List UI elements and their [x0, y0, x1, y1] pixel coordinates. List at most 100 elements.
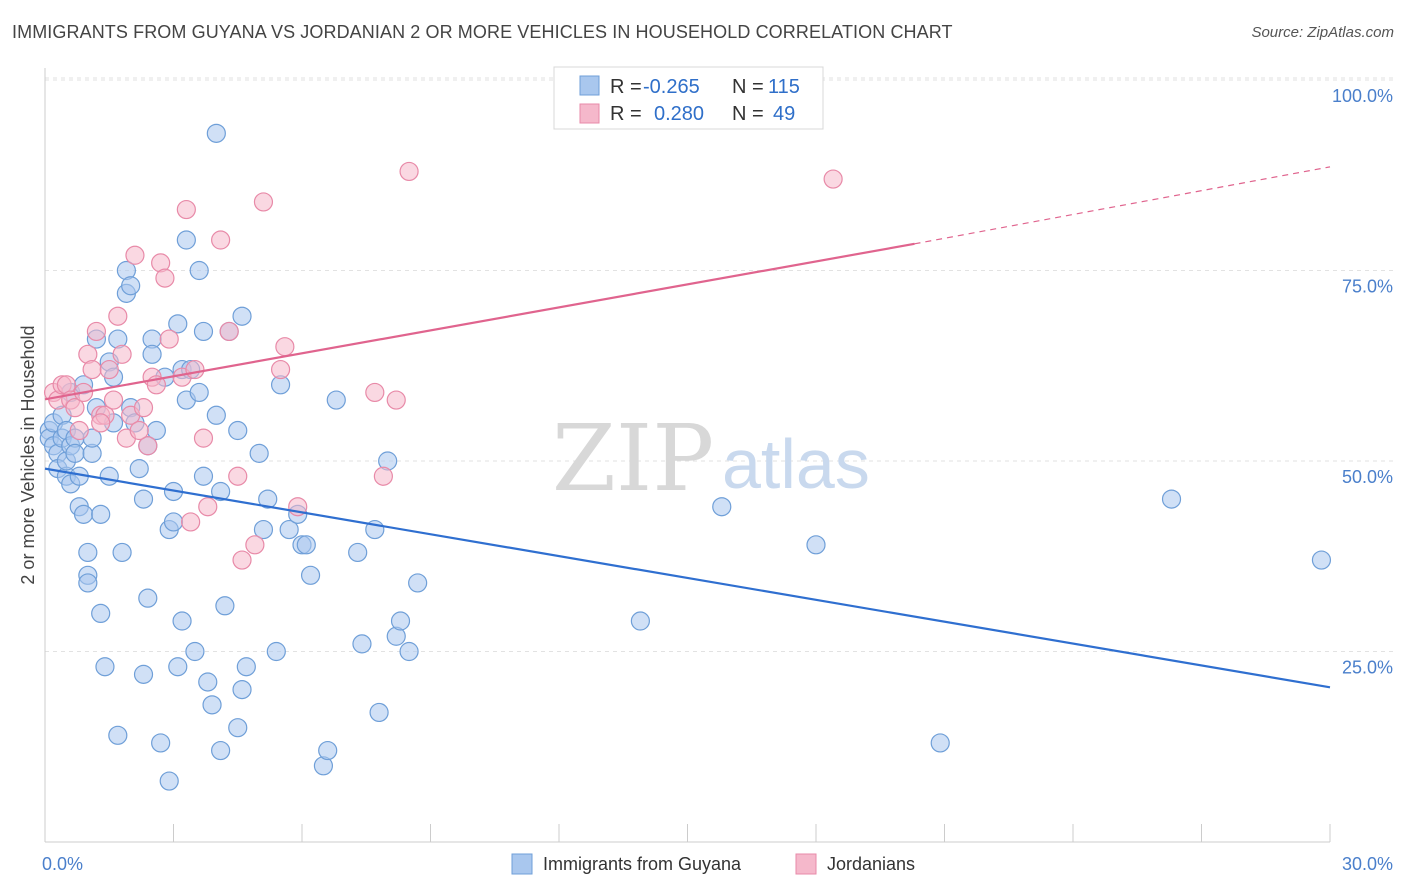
data-point [91, 603, 111, 624]
data-point [133, 664, 154, 684]
data-point [211, 481, 231, 502]
data-point [206, 123, 226, 143]
data-point [249, 443, 269, 463]
trend-line-jordanians [914, 166, 1331, 245]
x-tick-label-min: 0.0% [42, 854, 83, 874]
data-point [95, 657, 115, 677]
data-point [202, 695, 222, 715]
y-axis-label: 2 or more Vehicles in Household [18, 325, 38, 584]
data-point [121, 276, 141, 296]
data-point [172, 611, 192, 631]
data-point [399, 161, 419, 182]
trend-line-guyana [44, 467, 1331, 689]
y-tick-label: 50.0% [1342, 467, 1393, 487]
data-point [258, 489, 278, 509]
data-point [198, 497, 218, 517]
data-point [296, 535, 316, 555]
data-point [930, 733, 950, 753]
data-point [168, 314, 188, 334]
data-point [399, 641, 419, 662]
y-tick-labels: 25.0% 50.0% 75.0% 100.0% [1332, 86, 1393, 678]
data-point [365, 382, 385, 403]
data-point [270, 359, 291, 380]
data-point [138, 436, 158, 456]
data-point [168, 657, 188, 677]
y-tick-label: 25.0% [1342, 658, 1393, 678]
legend-n-value-jordanians: 49 [773, 103, 795, 125]
data-point [300, 565, 321, 585]
data-point [369, 702, 389, 723]
legend-n-label-guyana: N = [732, 76, 764, 98]
bottom-legend: Immigrants from Guyana Jordanians [511, 853, 915, 875]
legend-n-value-guyana: 115 [768, 76, 800, 98]
data-point [176, 230, 196, 250]
data-point [193, 321, 214, 342]
series-jordanians [43, 161, 843, 570]
data-point [91, 504, 111, 524]
data-point [228, 466, 248, 486]
data-point [133, 489, 154, 509]
data-point [408, 573, 428, 593]
watermark-atlas: atlas [722, 425, 870, 503]
data-point [189, 382, 209, 403]
data-point [129, 420, 149, 441]
data-point [65, 398, 85, 418]
bottom-legend-label-jordanians: Jordanians [827, 854, 915, 874]
data-point [232, 306, 252, 326]
data-point [630, 611, 650, 631]
data-point [112, 542, 132, 563]
data-point [232, 679, 252, 700]
data-point [99, 359, 119, 380]
data-point [236, 657, 256, 677]
data-point [206, 405, 226, 425]
watermark-zip: ZIP [552, 405, 714, 512]
data-point [228, 420, 248, 441]
data-point [211, 230, 231, 250]
data-point [159, 771, 179, 791]
data-point [151, 733, 171, 753]
data-point [318, 740, 338, 761]
data-point [326, 390, 346, 410]
data-point [73, 504, 94, 524]
bottom-legend-label-guyana: Immigrants from Guyana [543, 854, 742, 874]
data-point [91, 413, 111, 433]
data-points [39, 123, 1332, 791]
data-point [185, 641, 205, 662]
data-point [189, 260, 209, 281]
data-point [1161, 489, 1182, 509]
data-point [82, 359, 102, 380]
data-point [129, 459, 149, 479]
data-point [198, 672, 218, 692]
data-point [1311, 550, 1332, 570]
trend-lines [44, 166, 1331, 689]
data-point [155, 268, 175, 288]
bottom-legend-swatch-guyana [511, 853, 533, 875]
data-point [348, 542, 368, 563]
data-point [211, 740, 231, 761]
data-point [78, 542, 98, 563]
data-point [373, 466, 393, 486]
legend-r-label-jordanians: R = [610, 103, 642, 125]
data-point [390, 611, 411, 631]
data-point [99, 466, 119, 486]
data-point [245, 535, 265, 555]
chart-title: IMMIGRANTS FROM GUYANA VS JORDANIAN 2 OR… [12, 22, 953, 42]
legend-swatch-jordanians [579, 103, 600, 124]
data-point [69, 420, 89, 441]
data-point [112, 344, 132, 364]
legend-r-value-guyana: -0.265 [643, 76, 700, 98]
legend-r-value-jordanians: 0.280 [654, 103, 704, 125]
data-point [806, 535, 826, 555]
data-point [65, 443, 85, 463]
axes [44, 68, 1331, 843]
data-point [215, 596, 235, 616]
data-point [133, 398, 154, 418]
trend-line-jordanians [44, 242, 915, 401]
data-point [142, 344, 162, 364]
data-point [78, 573, 98, 593]
data-point [219, 321, 239, 342]
legend-r-label-guyana: R = [610, 76, 642, 98]
data-point [228, 718, 248, 738]
data-point [253, 192, 274, 212]
